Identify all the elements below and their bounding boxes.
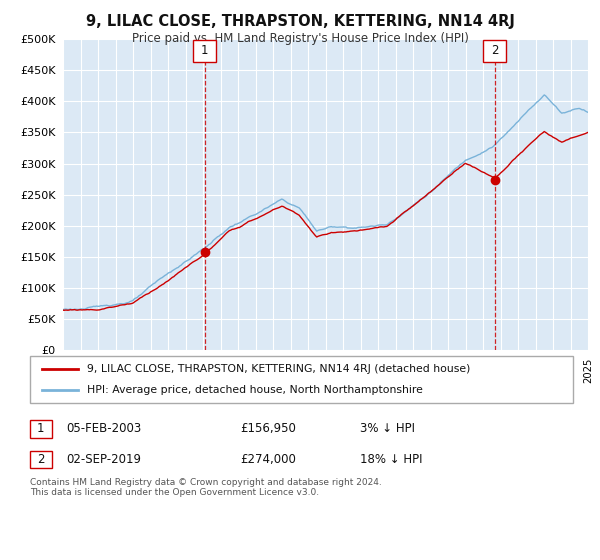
Text: £156,950: £156,950	[240, 422, 296, 435]
Text: 9, LILAC CLOSE, THRAPSTON, KETTERING, NN14 4RJ: 9, LILAC CLOSE, THRAPSTON, KETTERING, NN…	[86, 14, 514, 29]
Text: 2: 2	[37, 453, 44, 466]
Text: Contains HM Land Registry data © Crown copyright and database right 2024.
This d: Contains HM Land Registry data © Crown c…	[30, 478, 382, 497]
Text: 1: 1	[201, 44, 208, 58]
Text: Price paid vs. HM Land Registry's House Price Index (HPI): Price paid vs. HM Land Registry's House …	[131, 32, 469, 45]
Text: 02-SEP-2019: 02-SEP-2019	[67, 453, 142, 466]
Text: 05-FEB-2003: 05-FEB-2003	[67, 422, 142, 435]
Text: HPI: Average price, detached house, North Northamptonshire: HPI: Average price, detached house, Nort…	[87, 385, 423, 395]
Text: 3% ↓ HPI: 3% ↓ HPI	[360, 422, 415, 435]
Text: £274,000: £274,000	[240, 453, 296, 466]
Text: 9, LILAC CLOSE, THRAPSTON, KETTERING, NN14 4RJ (detached house): 9, LILAC CLOSE, THRAPSTON, KETTERING, NN…	[87, 364, 470, 374]
Text: 2: 2	[491, 44, 499, 58]
Text: 18% ↓ HPI: 18% ↓ HPI	[360, 453, 422, 466]
Text: 1: 1	[37, 422, 44, 435]
